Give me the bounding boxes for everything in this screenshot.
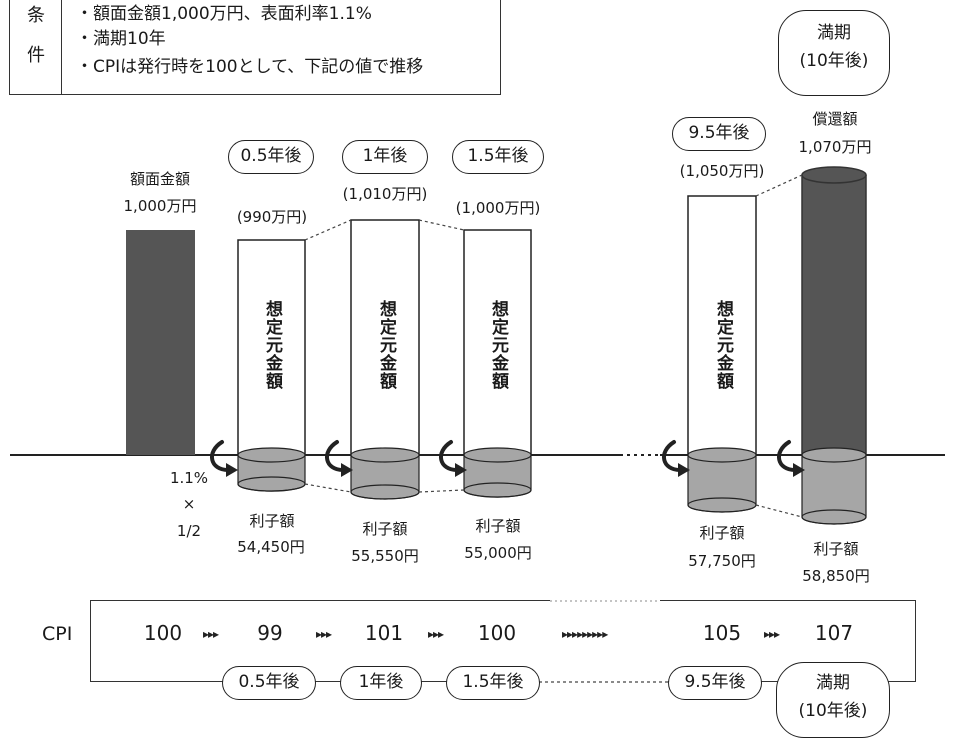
redemption-label: 償還額	[812, 110, 858, 128]
cpi-maturity-pill: 満期 (10年後)	[776, 662, 890, 738]
interest-label-1: 利子額	[362, 520, 408, 538]
connector-interest-0	[304, 483, 352, 493]
connector-interest-2	[755, 504, 803, 518]
principal-value-3: (1,050万円)	[679, 162, 765, 180]
curved-arrow-icon	[439, 440, 459, 472]
cpi-arrow-icon: ▸▸▸	[203, 627, 219, 641]
interest-cylinder-2	[463, 447, 532, 498]
conditions-box: 条 件 ・額面金額1,000万円、表面利率1.1% ・満期10年 ・CPIは発行…	[9, 0, 501, 95]
principal-vertical-label-0: 想定元金額	[262, 300, 282, 390]
period-pill-2: 1.5年後	[452, 140, 544, 174]
curved-arrow-icon	[777, 440, 797, 472]
principal-value-0: (990万円)	[236, 208, 308, 226]
conditions-header: 条 件	[10, 0, 62, 94]
face-value-amount: 1,000万円	[123, 197, 197, 215]
interest-value-0: 54,450円	[237, 538, 305, 556]
maturity-pill-top-line1: 満期	[817, 23, 851, 43]
period-pill-0: 0.5年後	[228, 140, 314, 174]
principal-bar-3	[687, 195, 757, 456]
interest-label-4: 利子額	[813, 540, 859, 558]
cpi-arrow-icon: ▸▸▸	[316, 627, 332, 641]
cpi-period-pill-3: 9.5年後	[668, 666, 762, 700]
cpi-value-3: 100	[477, 621, 517, 645]
condition-cpi: ・CPIは発行時を100として、下記の値で推移	[76, 57, 424, 77]
cpi-arrow-icon: ▸▸▸	[428, 627, 444, 641]
conditions-header-char-2: 件	[27, 45, 45, 66]
rate-note-half: 1/2	[176, 522, 202, 540]
cpi-box-gap	[550, 597, 660, 603]
principal-value-2: (1,000万円)	[455, 199, 541, 217]
curved-arrow-icon	[325, 440, 345, 472]
interest-value-1: 55,550円	[351, 547, 419, 565]
rate-note-times: ×	[182, 495, 196, 513]
cpi-value-4: 105	[702, 621, 742, 645]
face-value-bar	[126, 230, 195, 455]
principal-vertical-label-1: 想定元金額	[376, 300, 396, 390]
principal-vertical-label-2: 想定元金額	[488, 300, 508, 390]
condition-face-value: ・額面金額1,000万円、表面利率1.1%	[76, 4, 372, 24]
principal-value-1: (1,010万円)	[342, 185, 428, 203]
cpi-period-pill-1: 1年後	[340, 666, 422, 700]
cpi-value-1: 99	[257, 621, 283, 645]
period-pill-1: 1年後	[342, 140, 428, 174]
interest-label-0: 利子額	[249, 512, 295, 530]
cpi-period-pill-0: 0.5年後	[222, 666, 316, 700]
interest-cylinder-4	[801, 447, 867, 525]
conditions-header-char-1: 条	[27, 5, 45, 26]
maturity-pill-top-line2: (10年後)	[799, 51, 869, 71]
cpi-value-0: 100	[143, 621, 183, 645]
principal-vertical-label-3: 想定元金額	[713, 300, 733, 390]
redemption-value: 1,070万円	[798, 138, 872, 156]
curved-arrow-heads	[226, 463, 805, 477]
curved-arrow-icon	[662, 440, 682, 472]
interest-label-2: 利子額	[475, 517, 521, 535]
interest-value-3: 57,750円	[688, 552, 756, 570]
connector-principal-1	[418, 219, 465, 231]
condition-maturity: ・満期10年	[76, 29, 166, 49]
interest-cylinder-0	[237, 447, 306, 492]
interest-value-2: 55,000円	[464, 544, 532, 562]
cpi-box-gap-bottom	[539, 678, 668, 684]
curved-arrow-icon	[210, 440, 230, 472]
interest-label-3: 利子額	[699, 524, 745, 542]
rate-note-rate: 1.1%	[169, 469, 209, 487]
cpi-value-2: 101	[364, 621, 404, 645]
cpi-label: CPI	[42, 623, 73, 645]
maturity-pill-top: 満期 (10年後)	[778, 10, 890, 96]
interest-value-4: 58,850円	[802, 567, 870, 585]
cpi-maturity-line1: 満期	[816, 673, 850, 693]
cpi-value-5: 107	[814, 621, 854, 645]
curved-arrows	[210, 440, 797, 472]
connector-interest-1	[418, 489, 465, 493]
cpi-arrow-icon: ▸▸▸	[764, 627, 780, 641]
cpi-maturity-line2: (10年後)	[798, 701, 868, 721]
connector-principal-0	[304, 219, 352, 241]
face-value-label: 額面金額	[129, 170, 190, 188]
cpi-period-pill-2: 1.5年後	[446, 666, 540, 700]
cpi-long-arrow-icon: ▸▸▸▸▸▸▸▸▸	[562, 627, 608, 641]
connector-principal-2	[755, 174, 803, 197]
period-pill-3: 9.5年後	[672, 117, 766, 151]
